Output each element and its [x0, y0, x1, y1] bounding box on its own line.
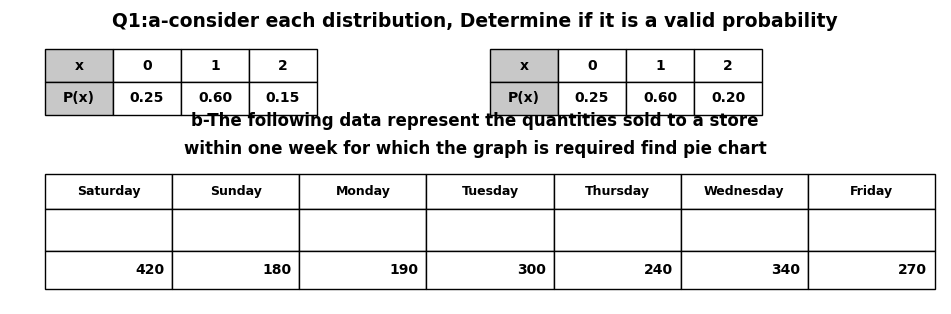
Text: 0.15: 0.15: [266, 91, 301, 106]
Bar: [626, 82, 694, 115]
Bar: [45, 209, 172, 251]
Text: P(x): P(x): [63, 91, 95, 106]
Bar: [681, 209, 807, 251]
Bar: [181, 49, 249, 82]
Bar: [172, 209, 300, 251]
Bar: [626, 49, 694, 82]
Bar: [558, 49, 626, 82]
Bar: [426, 174, 553, 209]
Text: Thursday: Thursday: [585, 185, 650, 198]
Text: Sunday: Sunday: [210, 185, 262, 198]
Bar: [300, 251, 426, 289]
Text: 240: 240: [644, 263, 672, 277]
Text: 340: 340: [771, 263, 800, 277]
Bar: [172, 174, 300, 209]
Text: 190: 190: [389, 263, 418, 277]
Bar: [45, 174, 172, 209]
Bar: [300, 209, 426, 251]
Text: 1: 1: [210, 58, 220, 73]
Text: Q1:a-consider each distribution, Determine if it is a valid probability: Q1:a-consider each distribution, Determi…: [112, 12, 838, 31]
Bar: [694, 82, 762, 115]
Text: x: x: [74, 58, 84, 73]
Text: 2: 2: [723, 58, 733, 73]
Text: 180: 180: [262, 263, 291, 277]
Text: 420: 420: [135, 263, 165, 277]
Text: 0.60: 0.60: [198, 91, 232, 106]
Bar: [172, 251, 300, 289]
Bar: [426, 251, 553, 289]
Bar: [807, 174, 935, 209]
Text: Monday: Monday: [336, 185, 390, 198]
Text: b-The following data represent the quantities sold to a store: b-The following data represent the quant…: [191, 112, 759, 130]
Text: 300: 300: [516, 263, 546, 277]
Bar: [553, 174, 681, 209]
Bar: [553, 209, 681, 251]
Bar: [113, 49, 181, 82]
Bar: [558, 82, 626, 115]
Bar: [113, 82, 181, 115]
Text: Wednesday: Wednesday: [704, 185, 785, 198]
Bar: [681, 251, 807, 289]
Bar: [694, 49, 762, 82]
Bar: [490, 82, 558, 115]
Text: x: x: [519, 58, 529, 73]
Bar: [300, 174, 426, 209]
Text: 2: 2: [278, 58, 288, 73]
Bar: [807, 251, 935, 289]
Text: 1: 1: [655, 58, 665, 73]
Text: 0.60: 0.60: [643, 91, 677, 106]
Text: P(x): P(x): [508, 91, 540, 106]
Text: 0: 0: [587, 58, 597, 73]
Text: within one week for which the graph is required find pie chart: within one week for which the graph is r…: [184, 140, 767, 158]
Bar: [249, 82, 317, 115]
Bar: [553, 251, 681, 289]
Bar: [681, 174, 807, 209]
Bar: [181, 82, 249, 115]
Bar: [490, 49, 558, 82]
Text: 0.20: 0.20: [711, 91, 746, 106]
Text: 270: 270: [898, 263, 927, 277]
Text: 0.25: 0.25: [574, 91, 610, 106]
Text: 0: 0: [143, 58, 152, 73]
Text: Saturday: Saturday: [77, 185, 141, 198]
Text: 0.25: 0.25: [130, 91, 165, 106]
Bar: [45, 49, 113, 82]
Bar: [249, 49, 317, 82]
Bar: [45, 82, 113, 115]
Bar: [807, 209, 935, 251]
Text: Tuesday: Tuesday: [461, 185, 518, 198]
Bar: [426, 209, 553, 251]
Text: Friday: Friday: [850, 185, 893, 198]
Bar: [45, 251, 172, 289]
